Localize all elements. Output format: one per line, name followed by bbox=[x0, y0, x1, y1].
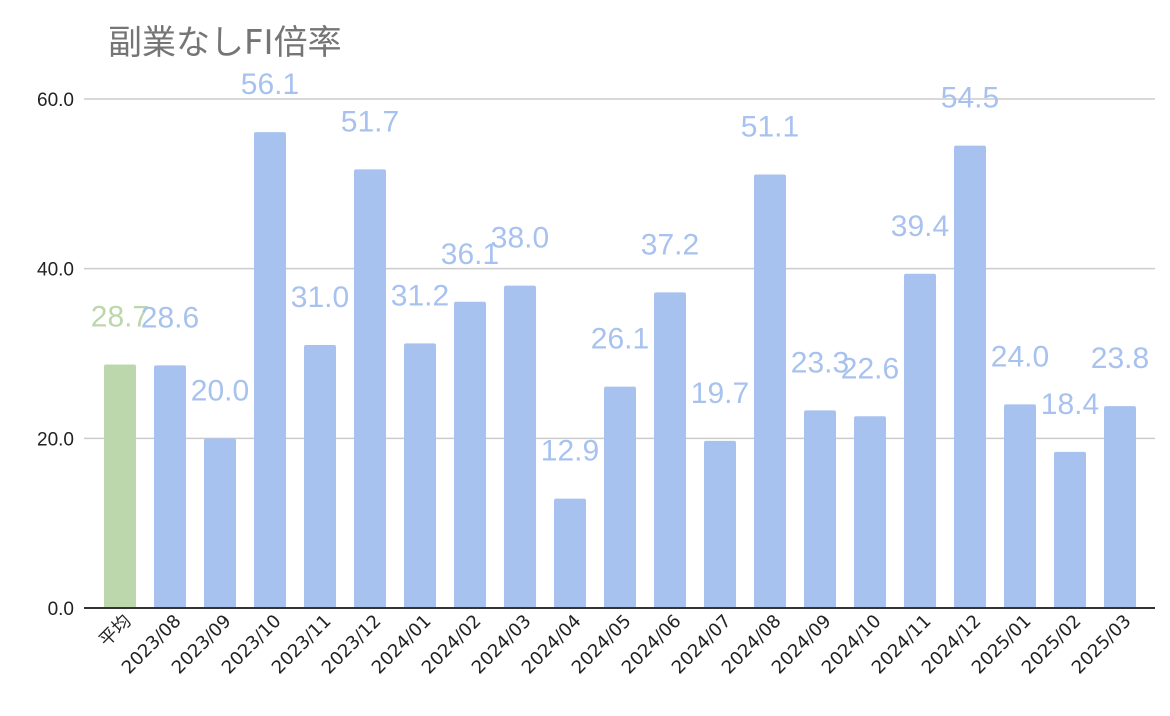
bar-2024/01 bbox=[404, 343, 436, 608]
y-tick-label: 40.0 bbox=[37, 260, 74, 281]
bar-2024/03 bbox=[504, 285, 536, 608]
bar-2024/05 bbox=[604, 386, 636, 608]
data-label: 36.1 bbox=[441, 238, 499, 271]
bar-2024/07 bbox=[704, 440, 736, 608]
data-label: 51.1 bbox=[741, 111, 799, 144]
bar-平均 bbox=[104, 364, 136, 608]
data-label: 56.1 bbox=[241, 68, 299, 101]
chart-title: 副業なしFI倍率 bbox=[108, 23, 342, 63]
bar-2024/10 bbox=[854, 416, 886, 608]
bar-2024/04 bbox=[554, 498, 586, 608]
bars bbox=[104, 132, 1136, 609]
data-label: 39.4 bbox=[891, 210, 949, 243]
data-label: 23.8 bbox=[1091, 342, 1149, 375]
data-label: 37.2 bbox=[641, 228, 699, 261]
bar-2023/12 bbox=[354, 169, 386, 608]
data-labels: 28.728.6 20.0 56.1 31.0 51.7 31.2 36.138.0 12.9… bbox=[91, 68, 1149, 467]
data-label: 51.7 bbox=[341, 105, 399, 138]
y-tick-label: 0.0 bbox=[48, 599, 74, 620]
bar-2025/02 bbox=[1054, 451, 1086, 608]
data-label: 28.7 bbox=[91, 301, 149, 334]
data-label: 31.2 bbox=[391, 279, 449, 312]
bar-2024/02 bbox=[454, 301, 486, 608]
data-label: 26.1 bbox=[591, 323, 649, 356]
data-label: 23.3 bbox=[791, 346, 849, 379]
data-label: 12.9 bbox=[541, 435, 599, 468]
bar-2024/08 bbox=[754, 174, 786, 609]
bar-2025/01 bbox=[1004, 404, 1036, 608]
bar-2024/09 bbox=[804, 410, 836, 608]
x-axis-ticks: 平均2023/082023/092023/102023/112023/12202… bbox=[95, 611, 1135, 679]
bar-2023/09 bbox=[204, 438, 236, 608]
y-tick-label: 60.0 bbox=[37, 90, 74, 111]
bar-2023/10 bbox=[254, 132, 286, 608]
bar-2023/08 bbox=[154, 365, 186, 608]
data-label: 18.4 bbox=[1041, 388, 1099, 421]
data-label: 54.5 bbox=[941, 82, 999, 115]
data-label: 28.6 bbox=[141, 301, 199, 334]
bar-2024/12 bbox=[954, 145, 986, 609]
data-label: 38.0 bbox=[491, 222, 549, 255]
y-tick-label: 20.0 bbox=[37, 429, 74, 450]
bar-2025/03 bbox=[1104, 406, 1136, 608]
y-axis-ticks: 0.0 20.0 40.0 60.0 bbox=[37, 90, 74, 620]
data-label: 19.7 bbox=[691, 377, 749, 410]
bar-2024/06 bbox=[654, 292, 686, 608]
data-label: 24.0 bbox=[991, 340, 1049, 373]
data-label: 31.0 bbox=[291, 281, 349, 314]
bar-2024/11 bbox=[904, 273, 936, 608]
data-label: 22.6 bbox=[841, 352, 899, 385]
x-tick-label: 平均 bbox=[95, 611, 135, 651]
bar-2023/11 bbox=[304, 345, 336, 608]
data-label: 20.0 bbox=[191, 374, 249, 407]
